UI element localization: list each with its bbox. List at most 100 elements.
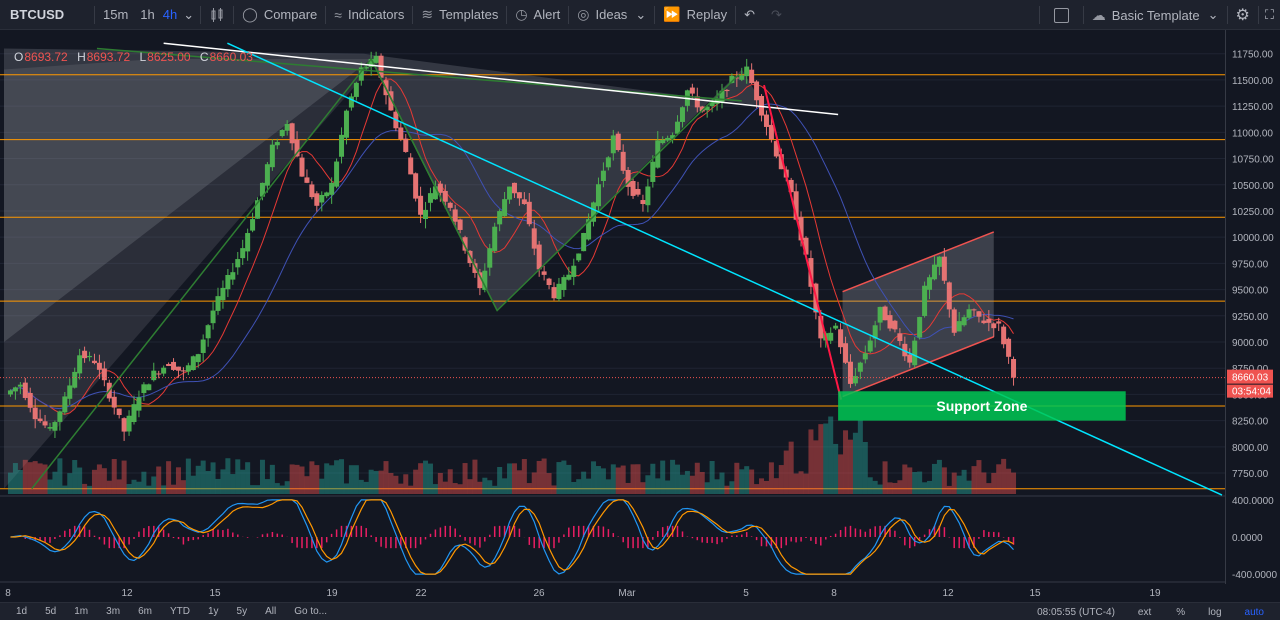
toolbar-divider [568, 5, 570, 24]
volume-bar [635, 464, 641, 494]
legend-close-label: C [199, 50, 209, 64]
range-5d[interactable]: 5d [45, 606, 57, 617]
alert-button[interactable]: ◷ Alert [507, 0, 568, 30]
range-all[interactable]: All [265, 606, 277, 617]
volume-bar [507, 463, 513, 494]
resistance-trendline [163, 42, 839, 116]
undo-button[interactable]: ↶ [736, 0, 763, 30]
candle-body [1001, 326, 1007, 345]
candle-body [264, 164, 270, 186]
volume-bar [833, 443, 839, 494]
volume-bar [749, 469, 755, 494]
log-toggle[interactable]: log [1208, 606, 1222, 618]
volume-bar [487, 480, 493, 494]
support-zone-label: Support Zone [936, 398, 1027, 414]
undo-icon: ↶ [744, 6, 756, 22]
volume-bar [600, 468, 606, 494]
volume-bar [156, 466, 162, 494]
candle-body [877, 306, 883, 323]
candle-body [862, 353, 868, 360]
candle-body [368, 58, 374, 67]
volume-bar [763, 480, 769, 494]
candle-body [556, 283, 562, 299]
volume-bar [798, 471, 804, 494]
indicators-button[interactable]: ≈ Indicators [326, 0, 412, 30]
range-5y[interactable]: 5y [236, 606, 248, 617]
volume-bar [418, 463, 424, 494]
volume-bar [289, 464, 295, 494]
volume-bar [571, 481, 577, 494]
range-1d[interactable]: 1d [16, 606, 28, 617]
volume-bar [630, 464, 636, 494]
candle-body [620, 151, 626, 171]
interval-4h[interactable]: 4h [162, 7, 178, 22]
redo-button[interactable]: ↷ [763, 0, 790, 30]
candles-icon [211, 7, 223, 22]
price-tick-label: 9250.00 [1232, 312, 1269, 323]
volume-bar [96, 464, 102, 494]
candle-body [146, 384, 152, 391]
settings-button[interactable]: ⚙ [1228, 0, 1258, 30]
candle-body [576, 253, 582, 261]
candle-body [215, 296, 221, 311]
candle-body [887, 315, 893, 329]
volume-bar [823, 423, 829, 494]
ext-toggle[interactable]: ext [1137, 606, 1152, 618]
volume-bar [793, 473, 799, 494]
interval-15m[interactable]: 15m [103, 7, 129, 22]
interval-1h[interactable]: 1h [140, 7, 155, 22]
volume-bar [828, 416, 834, 494]
candle-body [788, 179, 794, 193]
range-1m[interactable]: 1m [74, 606, 89, 617]
volume-bar [625, 482, 631, 494]
candle-body [516, 192, 522, 199]
candle-body [457, 219, 463, 230]
ideas-button[interactable]: ◎ Ideas ⌄ [569, 0, 654, 30]
volume-bar [106, 480, 112, 494]
price-chart[interactable]: Support Zone7750.008000.008250.008500.00… [0, 30, 1280, 602]
candle-body [507, 186, 513, 200]
candle-body [1006, 338, 1012, 357]
candle-body [917, 317, 923, 338]
template-menu[interactable]: ☁ Basic Template ⌄ [1084, 0, 1227, 30]
auto-toggle[interactable]: auto [1244, 606, 1264, 618]
range-1y[interactable]: 1y [207, 606, 219, 617]
volume-bar [250, 485, 256, 494]
candle-body [284, 123, 290, 131]
volume-bar [739, 469, 745, 494]
toolbar-divider [233, 5, 235, 24]
percent-toggle[interactable]: % [1176, 606, 1186, 618]
range-3m[interactable]: 3m [106, 606, 121, 617]
chart-area[interactable]: Support Zone7750.008000.008250.008500.00… [0, 30, 1280, 602]
volume-bar [511, 463, 517, 494]
toolbar-divider [1226, 6, 1228, 24]
compare-button[interactable]: ◯ Compare [234, 0, 325, 30]
range-6m[interactable]: 6m [138, 606, 152, 617]
templates-button[interactable]: ≋ Templates [413, 0, 506, 30]
layout-button[interactable] [1040, 0, 1083, 30]
range-ytd[interactable]: YTD [169, 606, 190, 617]
ohlc-legend: O8693.72 H8693.72 L8625.00 C8660.03 [14, 50, 259, 64]
candle-body [635, 188, 641, 195]
chart-style-button[interactable] [201, 0, 233, 30]
candle-body [91, 360, 97, 364]
symbol-search[interactable]: BTCUSD [10, 7, 65, 22]
interval-dropdown-icon[interactable]: ⌄ [183, 6, 195, 22]
volume-bar [996, 464, 1002, 494]
volume-bar [294, 464, 300, 494]
toolbar-divider [412, 5, 414, 24]
indicators-label: Indicators [347, 7, 405, 22]
candle-body [502, 199, 508, 217]
candle-body [526, 201, 532, 225]
fullscreen-button[interactable]: ⛶ [1259, 0, 1280, 30]
candle-body [719, 90, 725, 102]
volume-bar [269, 464, 275, 494]
candle-body [581, 232, 587, 252]
candle-body [521, 199, 527, 205]
volume-bar [472, 459, 478, 494]
goto-button[interactable]: Go to... [294, 606, 328, 617]
volume-bar [136, 481, 142, 494]
candle-body [255, 200, 261, 219]
replay-button[interactable]: ⏩ Replay [655, 0, 735, 30]
volume-bar [363, 481, 369, 494]
